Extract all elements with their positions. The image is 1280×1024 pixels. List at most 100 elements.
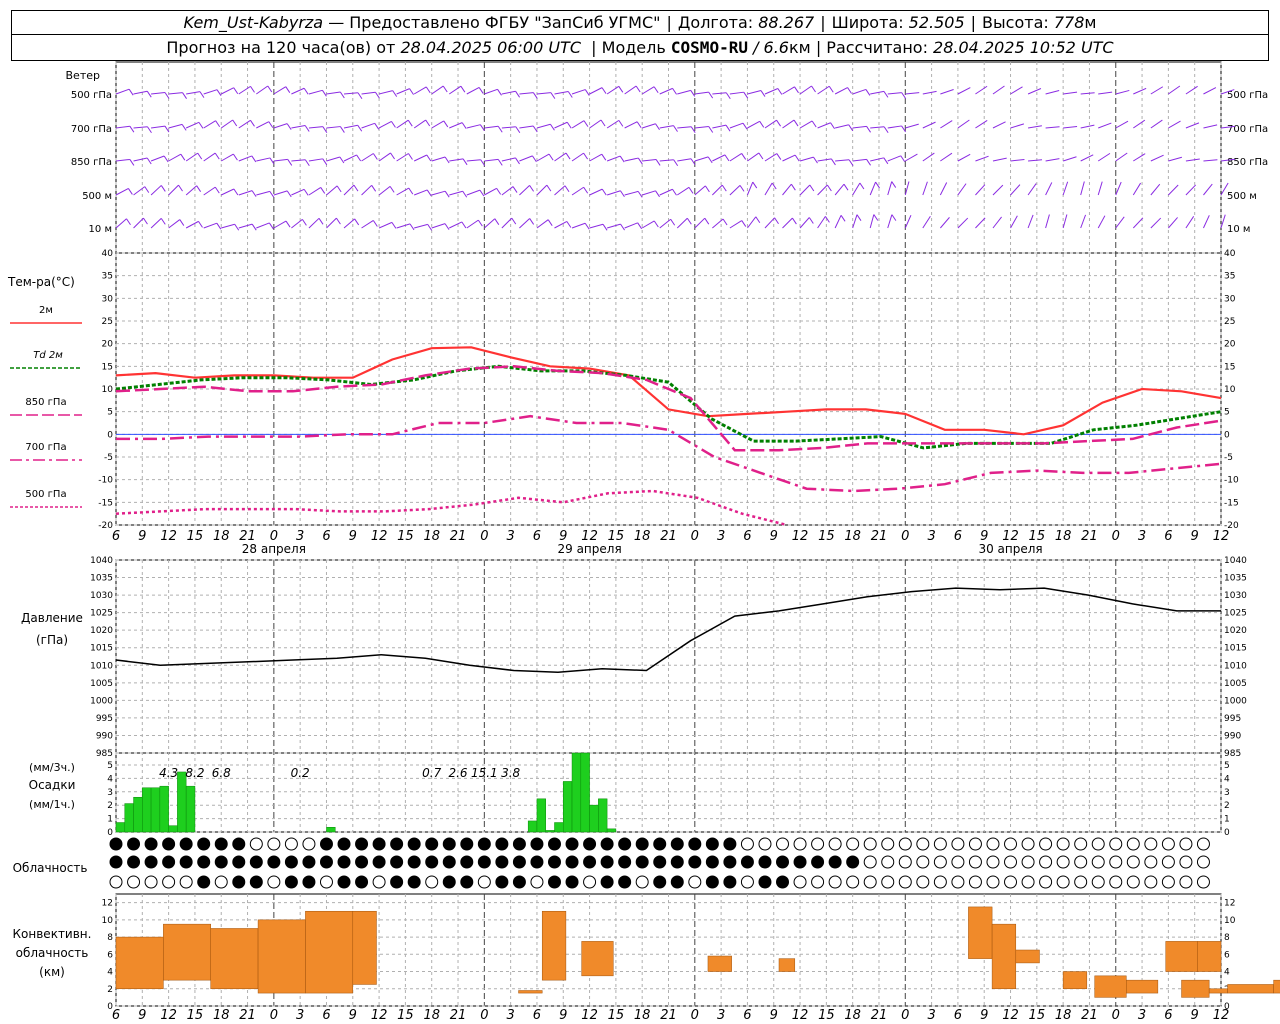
cloud-symbol [530,855,544,869]
wind-barb [712,124,727,129]
wind-barb [694,126,709,129]
wind-barb [414,223,428,229]
wind-barb-feather [301,219,307,226]
wind-barb [1115,181,1122,196]
precip-bar [133,796,143,833]
prec-tick-right: 4 [1224,774,1230,784]
wind-barb [606,190,621,196]
cloud-symbol [705,855,719,869]
wind-barb [589,188,603,196]
wind-barb-feather [859,182,865,190]
wind-barb-feather [566,221,572,228]
wind-barb-feather [198,122,204,129]
prec-tick-left: 1 [107,815,113,825]
model-res-unit: км [788,38,811,57]
wind-barb-feather [461,221,467,229]
wind-barb [992,184,1004,196]
cloud-symbol [127,855,141,869]
cloud-symbol [898,875,912,889]
cloud-symbol [986,837,1000,851]
wind-barb [764,217,775,229]
cloud-symbol [302,855,316,869]
cloud-symbol [1161,837,1175,851]
x-tick-label: 12 [1002,529,1019,544]
temp-tick-right: -15 [1224,498,1239,508]
cloud-symbol [846,855,860,869]
cloud-symbol [249,875,263,889]
cloud-symbol [618,855,632,869]
wind-barb [659,125,674,129]
cloud-symbol [127,837,141,851]
wind-barb [519,218,530,229]
temp-tick-left: 25 [102,317,113,327]
cloud-symbol [477,855,491,869]
wind-barb [1115,89,1130,95]
x-tick-label: 3 [717,529,725,544]
wind-barb-feather [322,90,327,97]
temp-tick-left: -10 [98,476,113,486]
wind-barb [273,86,287,95]
cloud-symbol [776,855,790,869]
precip-bar [563,781,573,833]
cloud-symbol [1004,875,1018,889]
wind-barb-feather [427,224,433,231]
conv-bar [541,910,567,981]
wind-barb-feather [232,119,238,127]
wind-barb [711,184,723,196]
wind-barb [431,120,445,129]
wind-barb-feather [843,183,849,191]
wind-barb [799,120,813,129]
wind-barb [1045,126,1060,129]
conv-bar [968,906,993,959]
forecast-bar: Прогноз на 120 часа(ов) от 28.04.2025 06… [11,35,1269,61]
wind-barb [168,184,179,196]
wind-barb-feather [566,121,572,129]
wind-barb [1010,184,1021,196]
cloud-symbol [1196,837,1210,851]
wind-barb-feather [357,92,363,100]
wind-barb [256,85,269,95]
wind-barb [694,185,706,196]
provider: — Предоставлено ФГБУ "ЗапСиб УГМС" [328,13,661,32]
wind-barb-feather [444,190,450,198]
cloud-symbol [583,855,597,869]
wind-barb [817,216,826,229]
wind-barb [1045,182,1053,196]
cloud-symbol [565,875,579,889]
wind-barb-feather [529,185,535,192]
temp-tick-right: 0 [1224,430,1230,440]
x-tick-label-bottom: 15 [608,1008,625,1023]
cloud-symbol [793,875,807,889]
cloud-symbol [1126,855,1140,869]
cloud-symbol [758,855,772,869]
wind-barb [729,91,744,95]
x-tick-label-bottom: 18 [634,1008,651,1023]
wind-barb [256,157,271,162]
wind-barb [957,119,970,129]
pres-tick-left: 1035 [90,574,113,584]
wind-barb-feather [199,91,205,98]
wind-barb-feather [322,158,328,166]
wind-barb [905,123,919,129]
wind-barb [203,89,218,95]
cloud-symbol [302,875,316,889]
wind-barb-feather [583,152,589,160]
cloud-symbol [232,855,246,869]
wind-barb-feather [790,183,796,191]
wind-barb-feather [741,153,747,160]
wind-barb-feather [357,124,363,132]
wind-barb [957,153,971,162]
wind-barb [694,91,709,95]
wind-barb-feather [478,87,484,94]
wind-barb-feather [303,189,309,196]
wind-barb [799,184,811,196]
wind-barb [133,90,148,95]
conv-bar [1094,975,1127,998]
forecast-label: Прогноз на 120 часа(ов) от [166,38,396,57]
x-tick-label: 15 [397,529,414,544]
wind-barb-feather [180,153,186,161]
wind-barb [536,153,550,162]
cloud-symbol [1126,837,1140,851]
x-tick-label-bottom: 21 [660,1008,677,1023]
wind-barb [220,119,234,129]
